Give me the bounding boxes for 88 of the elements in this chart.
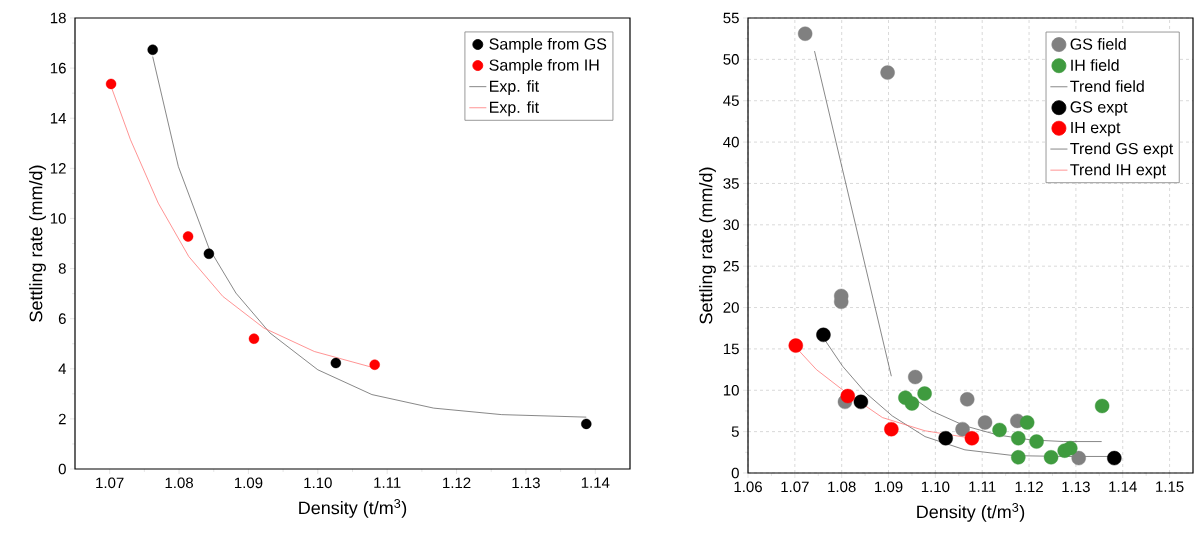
- y-tick-label: 18: [50, 12, 66, 24]
- y-tick-label: 50: [723, 54, 739, 65]
- point: [788, 338, 803, 353]
- point: [369, 359, 380, 370]
- point: [1011, 450, 1026, 465]
- point: [884, 421, 899, 437]
- point: [904, 396, 920, 411]
- point: [1029, 434, 1044, 449]
- y-axis-title: Settling rate (mm/d): [699, 167, 716, 324]
- x-tick-label: 1.11: [374, 477, 401, 488]
- y-tick-label: 16: [50, 62, 66, 74]
- legend-label: IH field: [1071, 59, 1119, 71]
- point: [248, 333, 260, 344]
- x-tick-label: 1.14: [581, 477, 610, 488]
- point: [105, 78, 117, 90]
- point: [1063, 440, 1078, 456]
- y-tick-label: 20: [723, 302, 739, 313]
- x-tick-label: 1.13: [512, 477, 540, 489]
- x-tick-label: 1.15: [1156, 481, 1184, 492]
- y-tick-label: 14: [50, 113, 67, 124]
- point: [1011, 431, 1026, 446]
- legend-label: Sample from GS: [489, 37, 607, 53]
- point: [330, 357, 342, 369]
- x-tick-label: 1.06: [734, 481, 762, 493]
- x-tick-label: 1.11: [969, 481, 996, 492]
- x-tick-label: 1.10: [304, 477, 332, 489]
- x-tick-label: 1.12: [443, 477, 471, 489]
- x-tick-label: 1.12: [1015, 481, 1043, 493]
- x-tick-label: 1.07: [781, 481, 809, 493]
- y-tick-label: 45: [723, 95, 739, 106]
- y-tick-label: 55: [723, 12, 739, 24]
- x-axis-title: Density (t/m$^{3}$): [299, 499, 407, 518]
- y-tick-label: 35: [723, 178, 739, 189]
- y-tick-label: 4: [58, 363, 67, 374]
- x-tick-label: 1.13: [1062, 481, 1090, 493]
- y-tick-label: 12: [50, 163, 66, 174]
- x-tick-label: 1.14: [1109, 481, 1137, 492]
- x-tick-label: 1.10: [921, 481, 950, 493]
- point: [955, 421, 970, 437]
- point: [853, 394, 869, 410]
- legend-label: IH expt: [1071, 122, 1121, 137]
- point: [992, 422, 1007, 438]
- point: [816, 327, 831, 343]
- y-tick-label: 10: [723, 384, 739, 396]
- x-tick-label: 1.08: [828, 481, 856, 493]
- x-tick-label: 1.09: [234, 477, 263, 489]
- point: [960, 392, 975, 407]
- point: [1107, 450, 1122, 466]
- point: [1019, 415, 1035, 430]
- legend-label: Trend IH expt: [1070, 163, 1166, 179]
- y-tick-label: 40: [723, 136, 739, 148]
- legend-label: GS expt: [1070, 101, 1128, 116]
- y-tick-label: 2: [58, 413, 66, 425]
- point: [964, 431, 980, 446]
- y-tick-label: 25: [723, 260, 739, 272]
- point: [977, 415, 993, 430]
- x-tick-label: 1.07: [96, 477, 124, 489]
- y-tick-label: 10: [50, 213, 66, 224]
- legend-label: Exp. fit: [490, 80, 539, 96]
- point: [908, 369, 923, 385]
- point: [797, 26, 813, 41]
- point: [880, 65, 895, 80]
- y-tick-label: 30: [723, 219, 739, 231]
- legend-label: Exp. fit: [490, 101, 539, 117]
- x-tick-label: 1.08: [165, 477, 193, 489]
- legend-label: Sample from IH: [489, 59, 599, 74]
- legend-label: GS field: [1070, 38, 1126, 50]
- point: [938, 431, 953, 446]
- point: [840, 388, 855, 404]
- y-tick-label: 0: [731, 467, 739, 479]
- y-axis-title: Settling rate (mm/d): [29, 165, 46, 322]
- legend-label: Trend field: [1070, 80, 1144, 92]
- x-tick-label: 1.09: [875, 481, 903, 493]
- y-tick-label: 0: [58, 463, 66, 475]
- point: [203, 248, 215, 259]
- point: [1094, 398, 1110, 414]
- y-tick-label: 8: [58, 263, 66, 274]
- x-axis-title: Density (t/m$^{3}$): [917, 503, 1025, 522]
- y-tick-label: 15: [723, 343, 739, 355]
- point: [1043, 450, 1059, 465]
- point: [147, 44, 158, 56]
- y-tick-label: 6: [58, 313, 66, 324]
- point: [581, 418, 592, 430]
- point: [182, 231, 194, 242]
- y-tick-label: 5: [731, 426, 739, 437]
- point: [917, 386, 932, 401]
- legend-label: Trend GS expt: [1070, 142, 1174, 158]
- point: [1071, 450, 1086, 466]
